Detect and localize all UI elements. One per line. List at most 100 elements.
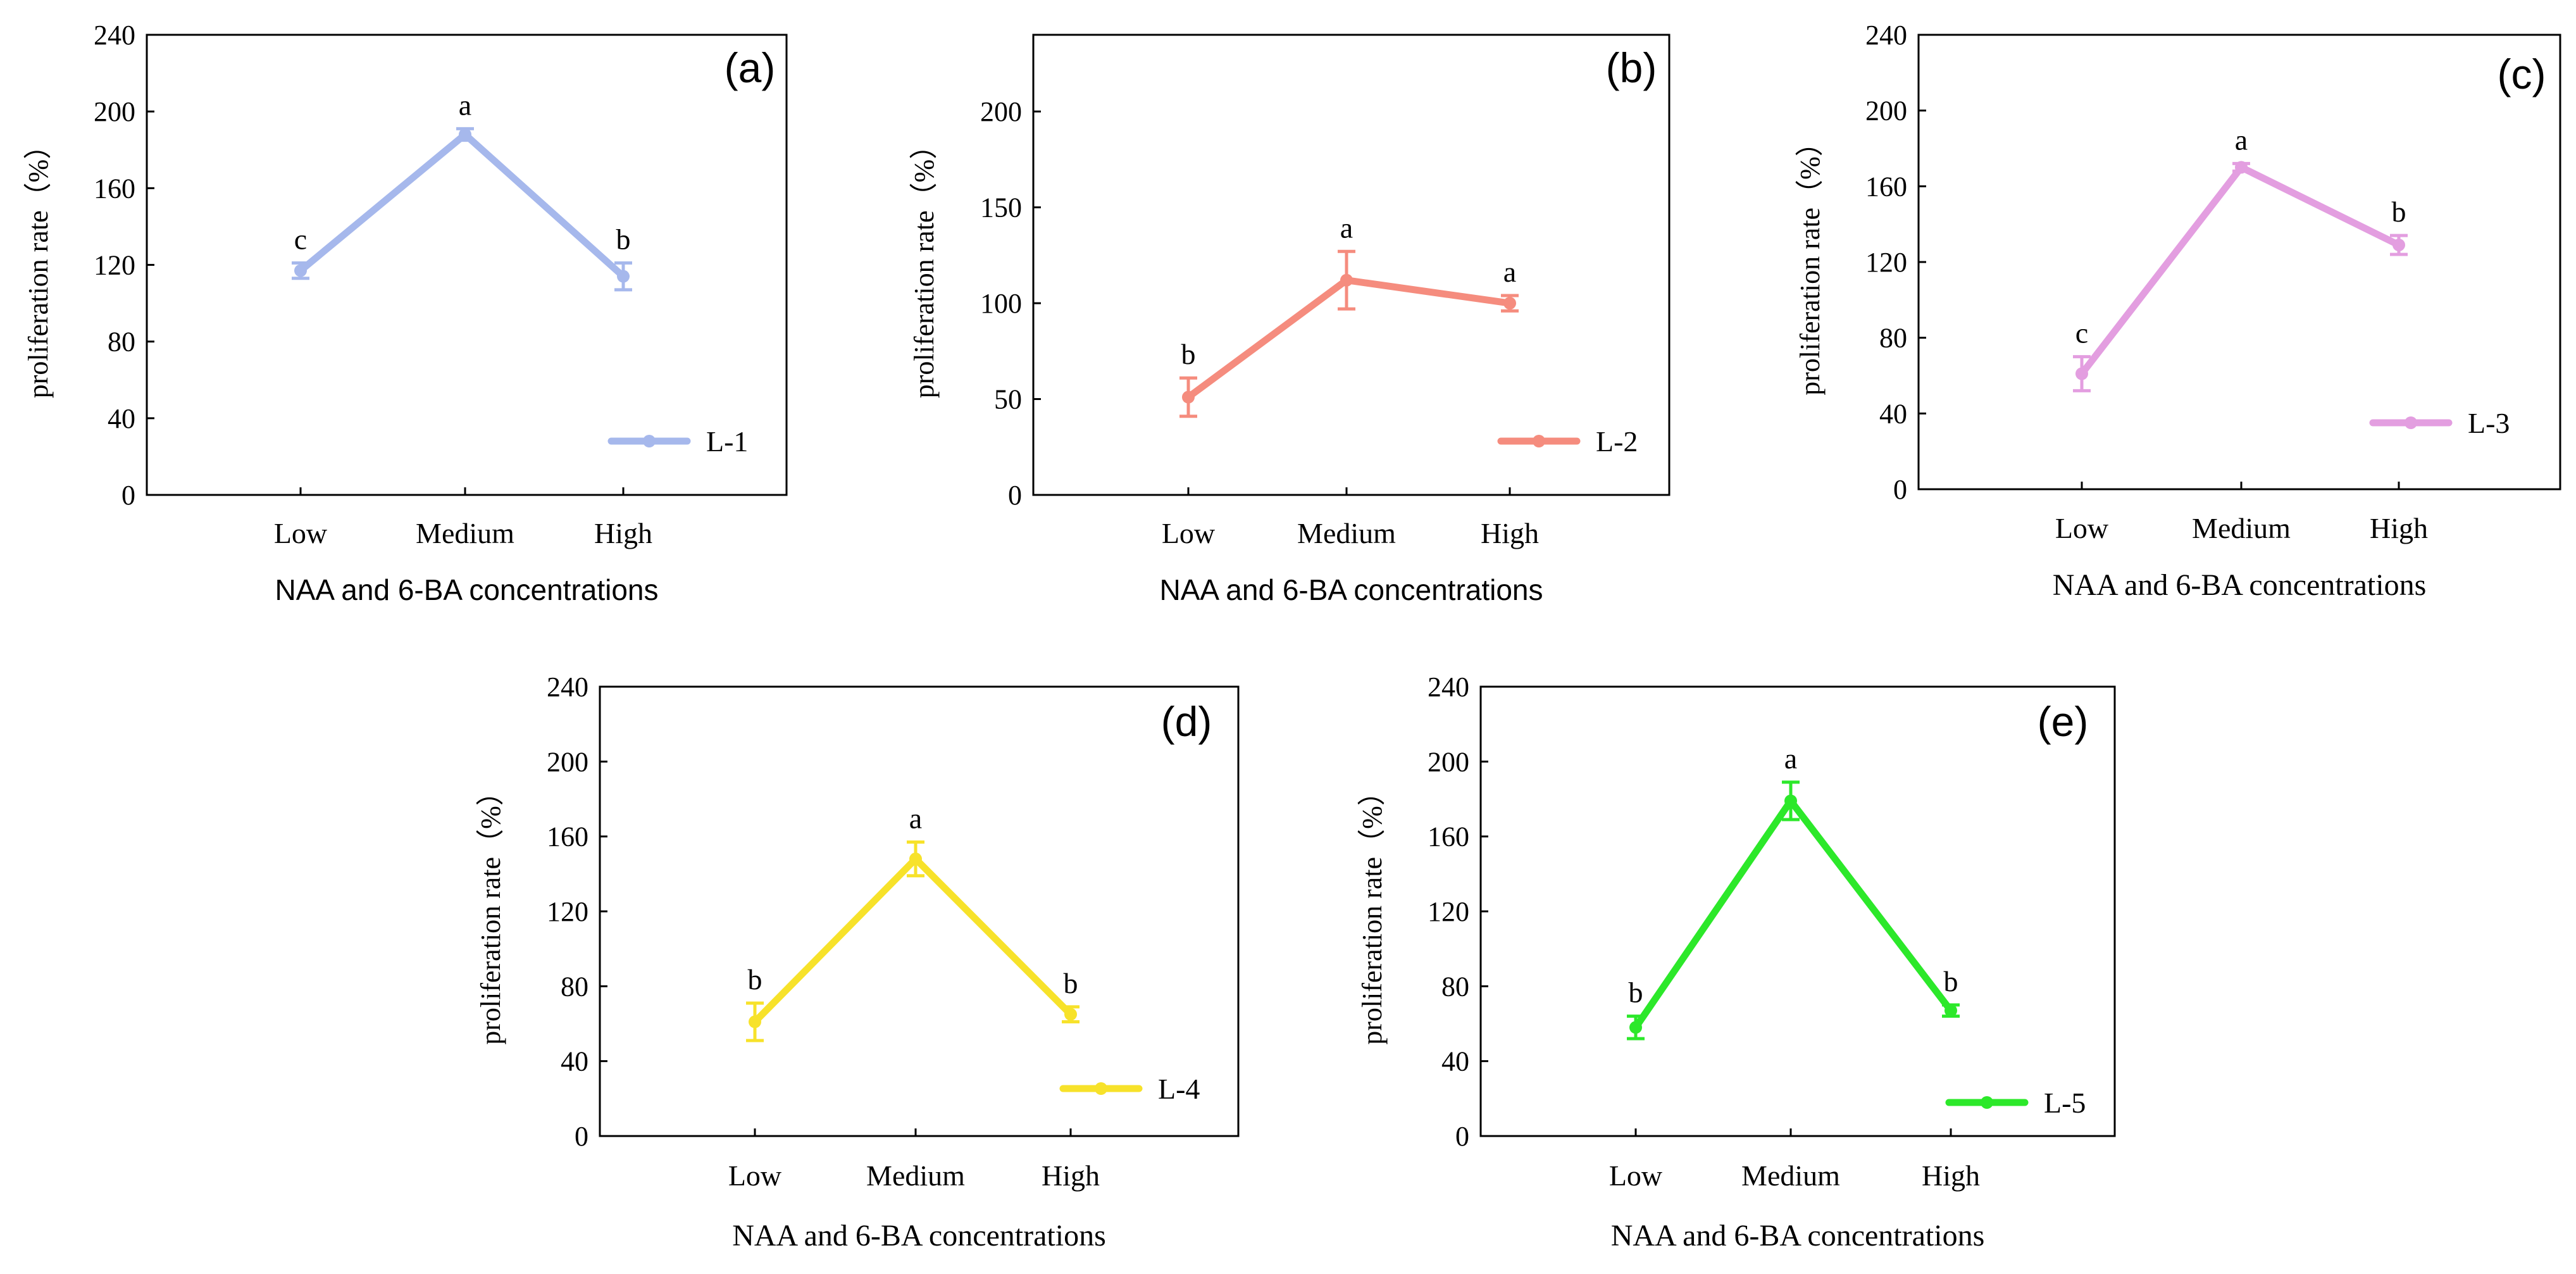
chart-panel-d: 0 40 80 120 160 200 240 Low Medium High proliferat…	[475, 671, 1240, 1252]
y-tick-label: 240	[1428, 671, 1469, 703]
significance-letter: c	[2075, 317, 2088, 349]
plot-frame	[1032, 34, 1671, 496]
chart-panel-a: 0 40 80 120 160 200 240 Low Medium High proliferat…	[23, 20, 788, 606]
y-tick-label: 0	[1455, 1121, 1469, 1152]
y-tick-label: 50	[994, 384, 1022, 415]
significance-letter: b	[616, 223, 631, 255]
significance-letter: b	[1944, 965, 1958, 997]
series-line	[1632, 797, 1955, 1031]
y-axis-label: proliferation rate（%）	[23, 132, 54, 399]
legend-swatch-marker	[643, 435, 656, 447]
x-tick-label: Medium	[416, 517, 514, 549]
y-axis-label: proliferation rate（%）	[1357, 778, 1388, 1045]
significance-letter: c	[294, 223, 307, 255]
y-tick-label: 200	[1428, 746, 1469, 777]
y-tick-label: 80	[1441, 971, 1469, 1002]
data-point	[1064, 1008, 1077, 1021]
significance-letter: b	[2392, 196, 2406, 228]
panel-label: (d)	[1161, 698, 1212, 745]
data-point	[2075, 367, 2088, 380]
legend-swatch-marker	[2405, 416, 2417, 429]
y-tick-label: 160	[547, 821, 588, 852]
significance-letter: b	[1064, 967, 1078, 999]
x-tick-label: Medium	[866, 1159, 965, 1192]
y-tick-label: 120	[1428, 896, 1469, 927]
y-tick-label: 120	[1865, 247, 1907, 278]
legend-swatch-marker	[1533, 435, 1545, 447]
legend-swatch-marker	[1095, 1082, 1107, 1095]
y-tick-label: 120	[547, 896, 588, 927]
significance-letter: a	[1784, 742, 1797, 775]
significance-letter: a	[459, 89, 471, 121]
legend-label: L-3	[2468, 407, 2510, 439]
y-tick-label: 150	[980, 192, 1022, 223]
data-point	[2235, 161, 2248, 174]
y-tick-label: 240	[1865, 20, 1907, 51]
y-tick-label: 240	[547, 671, 588, 703]
y-tick-label: 200	[547, 746, 588, 777]
y-tick-label: 0	[575, 1121, 588, 1152]
chart-panel-b: 0 50 100 150 200 Low Medium High proliferation r…	[909, 34, 1671, 606]
significance-letter: b	[748, 963, 762, 996]
x-tick-label: High	[1481, 517, 1539, 549]
y-axis-label: proliferation rate（%）	[1795, 128, 1826, 396]
legend-label: L-4	[1158, 1073, 1200, 1105]
y-tick-label: 0	[121, 480, 135, 511]
series-line	[1185, 277, 1514, 401]
significance-letter: a	[2235, 123, 2248, 156]
legend-label: L-2	[1596, 425, 1638, 458]
data-point	[1340, 273, 1353, 287]
y-tick-label: 200	[94, 96, 135, 127]
significance-letter: b	[1181, 338, 1196, 370]
x-tick-label: Medium	[2192, 512, 2291, 544]
data-point	[2392, 239, 2405, 252]
x-tick-label: Low	[1609, 1159, 1663, 1192]
panel-label: (a)	[725, 44, 776, 91]
data-point	[1944, 1004, 1957, 1017]
y-tick-label: 80	[1879, 323, 1907, 354]
y-tick-label: 240	[94, 20, 135, 51]
data-point	[909, 852, 922, 866]
y-tick-label: 80	[561, 971, 588, 1002]
y-tick-label: 160	[94, 173, 135, 204]
x-tick-label: Low	[274, 517, 328, 549]
significance-letter: a	[1503, 256, 1516, 288]
y-tick-label: 100	[980, 288, 1022, 319]
y-tick-label: 80	[108, 327, 135, 358]
panel-label: (c)	[2498, 51, 2546, 97]
series-line	[297, 131, 627, 280]
significance-letter: a	[909, 802, 922, 835]
data-point	[1784, 794, 1797, 808]
data-point	[1182, 390, 1195, 404]
plot-frame	[599, 685, 1240, 1137]
significance-letter: b	[1629, 977, 1643, 1009]
y-axis-label: proliferation rate（%）	[475, 778, 506, 1045]
series-line	[751, 855, 1074, 1026]
legend-label: L-5	[2044, 1087, 2086, 1119]
y-tick-label: 160	[1865, 171, 1907, 202]
y-tick-label: 40	[108, 403, 135, 434]
y-tick-label: 160	[1428, 821, 1469, 852]
panel-label: (e)	[2038, 698, 2089, 745]
plot-frame	[1917, 34, 2561, 490]
y-tick-label: 0	[1008, 480, 1022, 511]
legend-label: L-1	[706, 425, 748, 458]
legend-swatch-marker	[1981, 1096, 1993, 1109]
data-point	[294, 264, 307, 277]
x-tick-label: Low	[2055, 512, 2109, 544]
x-tick-label: Medium	[1297, 517, 1396, 549]
y-tick-label: 120	[94, 250, 135, 281]
significance-letter: a	[1340, 211, 1353, 244]
y-tick-label: 40	[561, 1046, 588, 1077]
x-tick-label: Low	[728, 1159, 782, 1192]
y-axis-label: proliferation rate（%）	[909, 132, 940, 399]
x-axis-label: NAA and 6-BA concentrations	[1611, 1219, 1985, 1252]
data-point	[459, 128, 471, 141]
data-point	[749, 1015, 761, 1028]
x-tick-label: Medium	[1741, 1159, 1840, 1192]
data-point	[1629, 1021, 1642, 1034]
chart-panel-e: 0 40 80 120 160 200 240 Low Medium High proliferat…	[1357, 671, 2116, 1252]
panel-label: (b)	[1606, 44, 1657, 91]
y-tick-label: 40	[1441, 1046, 1469, 1077]
